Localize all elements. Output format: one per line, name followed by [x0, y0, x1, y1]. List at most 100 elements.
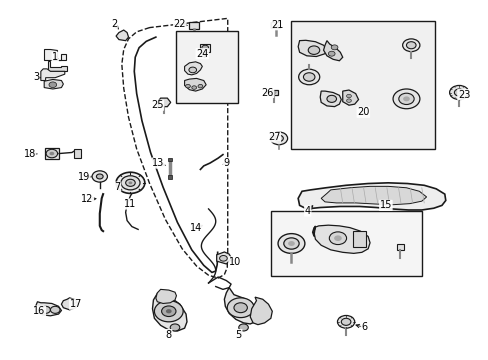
Circle shape — [341, 318, 350, 325]
Polygon shape — [298, 183, 445, 210]
Circle shape — [337, 315, 354, 328]
Text: 6: 6 — [361, 323, 366, 333]
Polygon shape — [298, 40, 326, 57]
Polygon shape — [321, 186, 426, 205]
Circle shape — [227, 298, 254, 318]
FancyBboxPatch shape — [271, 211, 421, 276]
Circle shape — [283, 238, 299, 249]
Circle shape — [402, 39, 419, 51]
Circle shape — [307, 46, 319, 54]
Circle shape — [298, 69, 319, 85]
Text: 16: 16 — [33, 306, 45, 316]
Circle shape — [333, 235, 341, 241]
Circle shape — [346, 99, 351, 102]
Text: 8: 8 — [165, 329, 171, 339]
Text: 20: 20 — [356, 107, 369, 117]
Polygon shape — [48, 62, 67, 71]
Text: 9: 9 — [223, 158, 229, 168]
Polygon shape — [116, 30, 128, 41]
Circle shape — [330, 45, 337, 50]
Text: 23: 23 — [457, 90, 469, 100]
Polygon shape — [224, 288, 257, 324]
Polygon shape — [323, 41, 342, 61]
Circle shape — [219, 256, 227, 261]
Bar — [396, 244, 403, 250]
Circle shape — [326, 95, 336, 102]
Circle shape — [154, 301, 183, 322]
Text: 10: 10 — [228, 257, 241, 267]
Text: 19: 19 — [78, 172, 90, 182]
Text: 25: 25 — [151, 100, 163, 110]
Polygon shape — [61, 298, 78, 310]
Circle shape — [398, 93, 413, 104]
Circle shape — [185, 84, 190, 88]
Polygon shape — [157, 98, 170, 107]
Text: 24: 24 — [196, 49, 208, 59]
Circle shape — [202, 45, 208, 50]
Text: 12: 12 — [81, 194, 93, 204]
Polygon shape — [184, 62, 202, 75]
Circle shape — [274, 135, 283, 141]
Circle shape — [49, 152, 54, 155]
Polygon shape — [156, 289, 176, 303]
Polygon shape — [216, 252, 231, 264]
Circle shape — [191, 86, 196, 89]
Text: 7: 7 — [114, 182, 121, 192]
Circle shape — [188, 67, 196, 73]
Circle shape — [238, 324, 248, 331]
Bar — [44, 148, 59, 159]
Bar — [270, 90, 277, 95]
Polygon shape — [44, 49, 66, 60]
Circle shape — [96, 174, 103, 179]
Polygon shape — [184, 78, 206, 91]
Polygon shape — [44, 80, 63, 89]
Circle shape — [346, 94, 351, 98]
Polygon shape — [36, 302, 61, 316]
Circle shape — [121, 176, 140, 190]
Circle shape — [328, 51, 334, 56]
Polygon shape — [41, 69, 64, 81]
FancyBboxPatch shape — [176, 31, 238, 103]
FancyBboxPatch shape — [291, 21, 434, 149]
Text: 22: 22 — [173, 19, 185, 29]
Circle shape — [125, 179, 135, 186]
Polygon shape — [152, 294, 186, 331]
Circle shape — [165, 309, 171, 313]
Text: 1: 1 — [52, 52, 58, 62]
Circle shape — [116, 172, 144, 193]
Circle shape — [271, 91, 276, 94]
Circle shape — [402, 96, 409, 101]
Circle shape — [92, 171, 107, 182]
Bar — [200, 44, 209, 51]
Bar — [168, 158, 172, 161]
Polygon shape — [342, 90, 358, 105]
Circle shape — [50, 306, 60, 313]
Circle shape — [448, 85, 468, 100]
Bar — [168, 175, 172, 179]
Circle shape — [270, 132, 287, 145]
Circle shape — [303, 73, 314, 81]
Circle shape — [41, 306, 50, 313]
Text: 27: 27 — [267, 132, 280, 142]
Text: 26: 26 — [261, 87, 273, 98]
Text: 14: 14 — [190, 222, 203, 233]
Text: 18: 18 — [23, 149, 36, 159]
Bar — [189, 22, 199, 29]
Circle shape — [198, 84, 203, 88]
Circle shape — [170, 324, 180, 331]
Bar — [271, 22, 280, 28]
Circle shape — [49, 82, 57, 87]
Polygon shape — [320, 91, 341, 107]
Bar — [74, 149, 81, 158]
Text: 13: 13 — [152, 158, 164, 168]
Text: 2: 2 — [111, 19, 117, 29]
Text: 17: 17 — [69, 299, 82, 309]
Circle shape — [46, 149, 58, 158]
Circle shape — [233, 303, 247, 312]
Circle shape — [161, 306, 176, 316]
Text: 11: 11 — [124, 199, 136, 209]
Text: 5: 5 — [235, 329, 242, 339]
Text: 4: 4 — [304, 206, 310, 216]
Circle shape — [128, 181, 132, 184]
Polygon shape — [250, 297, 272, 325]
